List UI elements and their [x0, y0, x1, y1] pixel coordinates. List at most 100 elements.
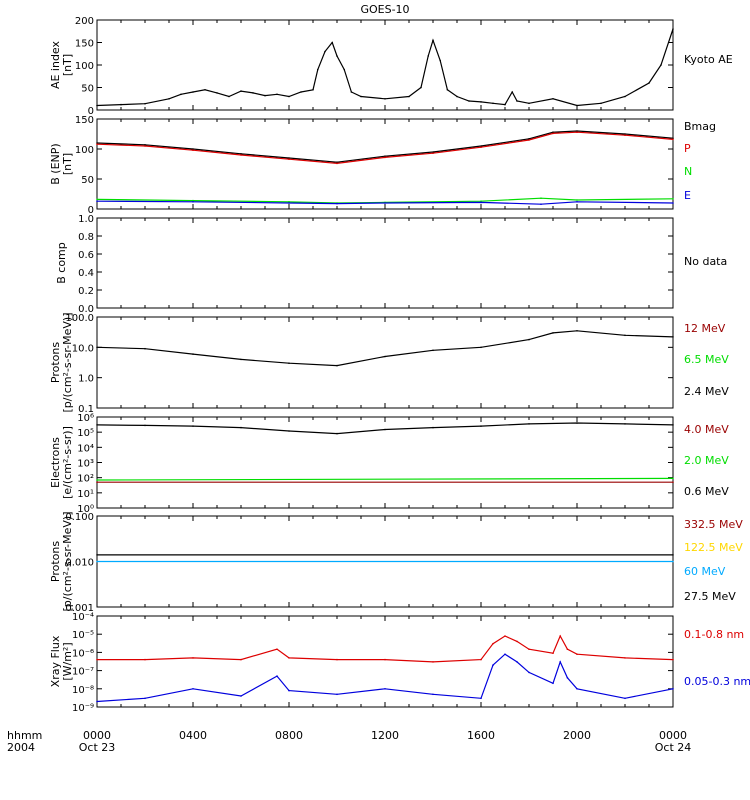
data-point: [576, 201, 578, 203]
data-point: [516, 661, 518, 663]
data-point: [576, 199, 578, 201]
data-point: [324, 50, 326, 53]
x-tick-label: 0000: [659, 729, 687, 742]
legend-entry: 2.0 MeV: [684, 454, 729, 467]
panel-7: 10⁻⁴ 10⁻⁵ 10⁻⁶ 10⁻⁷ 10⁻⁸ 10⁻⁹ Xray Flux [W/m²] 0…: [49, 612, 750, 714]
y-tick-label: 0.100: [65, 512, 94, 523]
legend-entry: 27.5 MeV: [684, 590, 736, 603]
data-point: [552, 682, 554, 685]
data-point: [672, 28, 674, 30]
data-point: [672, 688, 674, 690]
data-point: [516, 100, 518, 102]
data-point: [552, 132, 554, 135]
data-point: [672, 198, 674, 200]
panel-6: 0.100 0.010 0.001 Protons [p/(cm²-s-sr-MeV)]…: [49, 512, 743, 615]
data-point: [624, 697, 626, 700]
series-line-bmag: [96, 130, 674, 163]
data-point: [480, 697, 482, 700]
data-point: [331, 41, 334, 44]
legend-entry: 60 MeV: [684, 565, 726, 578]
y-tick-label: 10⁻⁸: [72, 685, 94, 696]
data-point: [192, 199, 194, 202]
data-point: [336, 693, 338, 696]
data-point: [384, 355, 386, 358]
data-point: [336, 658, 338, 661]
data-point: [528, 102, 530, 105]
x-tick-label: 1200: [371, 729, 399, 742]
panel-frame: [96, 416, 674, 509]
data-point: [432, 426, 434, 429]
legend-entry: Kyoto AE: [684, 53, 733, 66]
panel-1: 200 150 100 50 0 AE index [nT] Kyoto AE: [49, 16, 733, 117]
data-point: [480, 201, 482, 204]
data-point: [144, 347, 146, 350]
panel-frame: [96, 615, 674, 708]
data-point: [288, 201, 290, 203]
data-point: [528, 648, 530, 650]
x-tick-label: 1600: [467, 729, 495, 742]
legend-entry: 0.6 MeV: [684, 485, 729, 498]
series-line-0-1-0-8-nm: [97, 634, 674, 663]
data-point: [672, 336, 674, 338]
data-point: [343, 68, 346, 71]
y-tick-label: 1.0: [78, 374, 94, 385]
y-tick-label: 10¹: [77, 489, 94, 500]
data-point: [552, 131, 554, 133]
data-point: [288, 657, 290, 659]
x-tick-label: 0800: [275, 729, 303, 742]
data-point: [576, 104, 578, 107]
data-point: [96, 346, 98, 349]
data-point: [192, 657, 194, 659]
y-tick-label: 0: [88, 205, 94, 216]
data-point: [384, 688, 386, 690]
y-axis-label: B comp: [55, 242, 68, 284]
data-point: [192, 688, 194, 690]
y-tick-label: 10⁻⁴: [72, 612, 94, 623]
y-axis-label: [e/(cm²-s-sr)]: [61, 426, 74, 499]
data-point: [384, 98, 386, 100]
data-point: [480, 146, 482, 148]
legend-entry: 332.5 MeV: [684, 518, 743, 531]
data-point: [336, 55, 338, 57]
date-label-start: Oct 23: [79, 741, 116, 754]
data-point: [408, 95, 410, 98]
data-point: [192, 201, 194, 203]
data-point: [511, 91, 513, 93]
data-point: [336, 202, 338, 205]
data-point: [672, 202, 674, 204]
data-point: [600, 102, 602, 105]
data-point: [240, 153, 242, 155]
data-point: [559, 635, 561, 637]
legend-entry: N: [684, 165, 692, 178]
data-point: [144, 697, 146, 700]
data-point: [336, 162, 338, 165]
data-point: [96, 700, 98, 703]
series-line-0-6-mev: [96, 422, 674, 435]
data-point: [420, 86, 422, 89]
data-point: [312, 89, 314, 91]
data-point: [540, 197, 542, 199]
data-point: [427, 55, 430, 57]
y-tick-label: 0.2: [78, 286, 94, 297]
y-tick-label: 10⁵: [77, 428, 94, 439]
panel-2: 150 100 50 0 B (ENP) [nT] Bmag PNE: [49, 115, 716, 216]
data-point: [96, 424, 98, 426]
data-point: [228, 95, 230, 98]
series-line-2-0-mev: [96, 477, 674, 481]
data-point: [432, 151, 434, 153]
data-point: [96, 479, 98, 481]
time-axis-label-year: 2004: [7, 741, 35, 754]
legend-entry: 0.1-0.8 nm: [684, 628, 744, 641]
series-line-kyoto-ae: [96, 28, 674, 107]
y-tick-label: 10²: [77, 474, 94, 485]
data-point: [672, 554, 674, 556]
data-point: [624, 334, 626, 337]
data-point: [516, 640, 518, 643]
data-point: [384, 428, 386, 431]
y-axis-label: [p/(cm²-s-sr-MeV)]: [61, 512, 74, 612]
legend-entry: P: [684, 142, 691, 155]
y-tick-label: 100.0: [65, 313, 94, 324]
data-point: [350, 91, 353, 93]
legend-entry: 4.0 MeV: [684, 423, 729, 436]
